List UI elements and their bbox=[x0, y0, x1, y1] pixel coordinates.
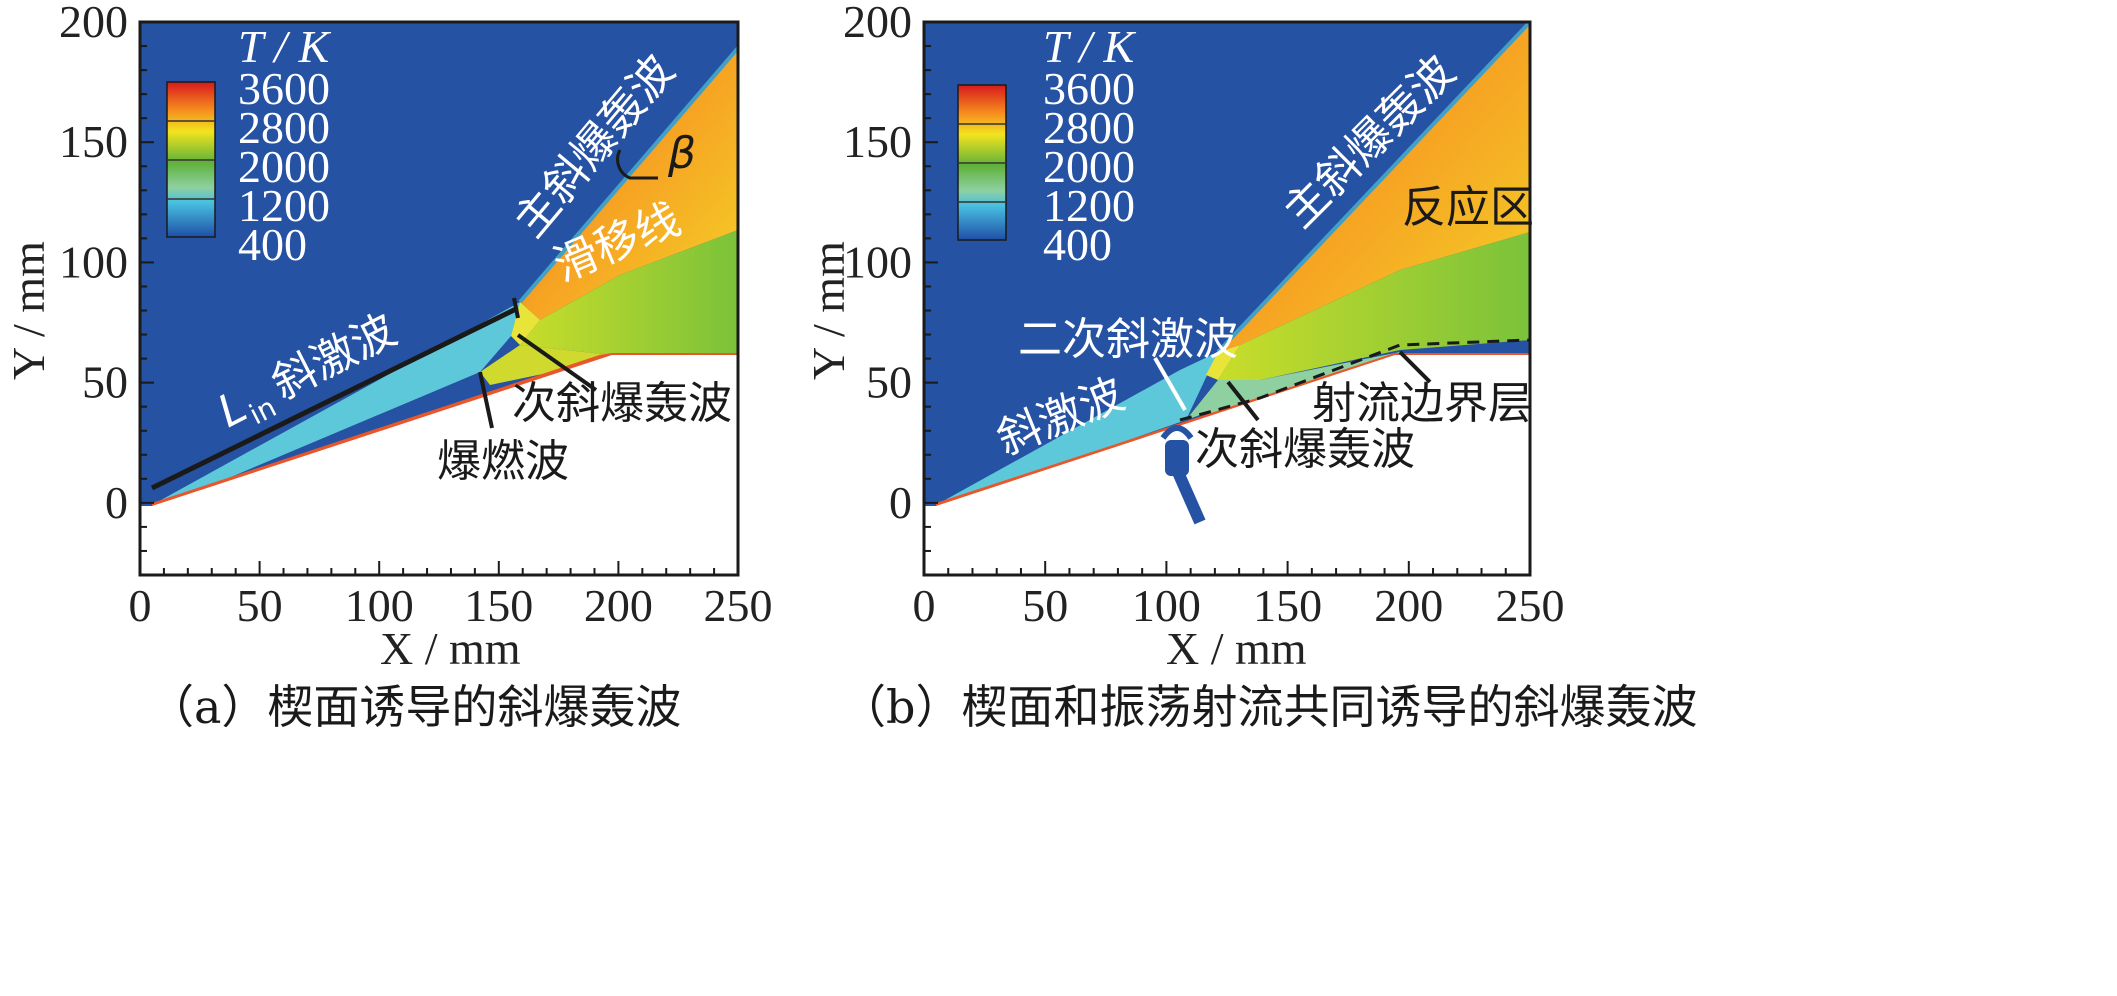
panel-b-wedge-wall bbox=[924, 355, 1530, 575]
panel-b-frame bbox=[922, 20, 1532, 577]
panel-a-secondary-odw-label: 次斜爆轰波 bbox=[512, 378, 732, 429]
panel-b-cb-tick: 2800 bbox=[1043, 102, 1135, 153]
panel-b-jet-device bbox=[1160, 425, 1206, 525]
panel-b-reaction-zone-label: 反应区 bbox=[1402, 182, 1534, 233]
panel-b-cb-title: T / K bbox=[1043, 21, 1137, 72]
panel-a-ylabel: Y / mm bbox=[3, 241, 54, 380]
panel-a-xlabel: X / mm bbox=[380, 623, 521, 674]
panel-b-field bbox=[924, 22, 1530, 575]
panel-b-main-odw-line bbox=[1216, 22, 1530, 354]
x-tick-label: 0 bbox=[129, 580, 152, 631]
panel-a-beta-arc bbox=[616, 149, 658, 180]
panel-a-caption: （a）楔面诱导的斜爆轰波 bbox=[148, 680, 681, 734]
x-tick-label: 100 bbox=[345, 580, 414, 631]
x-tick-label: 50 bbox=[237, 580, 283, 631]
y-tick-label: 100 bbox=[843, 236, 912, 287]
panel-a-green-region bbox=[520, 230, 738, 355]
y-tick-label: 200 bbox=[59, 0, 128, 47]
x-tick-label: 150 bbox=[1253, 580, 1322, 631]
x-tick-label: 100 bbox=[1132, 580, 1201, 631]
panel-a-frame bbox=[138, 20, 740, 577]
y-tick-label: 0 bbox=[105, 477, 128, 528]
panel-a-beta-label: β bbox=[667, 128, 696, 179]
panel-a-cb-tick: 2000 bbox=[238, 141, 330, 192]
panel-b-ylabel: Y / mm bbox=[803, 241, 854, 380]
panel-a-wedge-wall bbox=[140, 355, 738, 575]
y-tick-label: 50 bbox=[82, 357, 128, 408]
panel-a-axes: 0 50 100 150 200 250 0 50 100 150 200 bbox=[59, 0, 773, 631]
panel-b-caption: （b）楔面和振荡射流共同诱导的斜爆轰波 bbox=[840, 680, 1697, 734]
y-tick-label: 0 bbox=[889, 477, 912, 528]
x-tick-label: 150 bbox=[464, 580, 533, 631]
y-tick-label: 150 bbox=[843, 116, 912, 167]
y-tick-label: 100 bbox=[59, 236, 128, 287]
panel-b: T / K 3600 2800 2000 1200 400 主斜爆轰波 反应区 … bbox=[803, 0, 1697, 734]
panel-a-deflagration-label: 爆燃波 bbox=[437, 436, 569, 487]
y-tick-label: 50 bbox=[866, 357, 912, 408]
panel-b-cb-tick: 2000 bbox=[1043, 141, 1135, 192]
panel-b-cb-tick: 1200 bbox=[1043, 180, 1135, 231]
panel-a-cb-title: T / K bbox=[238, 21, 332, 72]
panel-a-main-odw-region bbox=[520, 48, 738, 320]
panel-b-jet-boundary-label: 射流边界层 bbox=[1312, 378, 1532, 429]
panel-b-secondary-shock-label: 二次斜激波 bbox=[1018, 314, 1238, 365]
y-tick-label: 150 bbox=[59, 116, 128, 167]
x-tick-label: 200 bbox=[1374, 580, 1443, 631]
panel-b-cb-tick: 400 bbox=[1043, 219, 1112, 270]
panel-a-cb-tick: 400 bbox=[238, 219, 307, 270]
panel-b-cb-tick: 3600 bbox=[1043, 63, 1135, 114]
panel-a: T / K 3600 2800 2000 1200 400 主斜爆轰波 β 滑移… bbox=[3, 0, 773, 734]
panel-a-cb-tick: 2800 bbox=[238, 102, 330, 153]
panel-b-jet-boundary-line bbox=[1179, 338, 1530, 422]
x-tick-label: 250 bbox=[1496, 580, 1565, 631]
panel-a-main-odw-line bbox=[518, 46, 738, 304]
panel-a-field bbox=[140, 22, 738, 575]
panel-b-oblique-shock-region bbox=[936, 352, 1218, 505]
panel-a-cb-tick: 3600 bbox=[238, 63, 330, 114]
x-tick-label: 0 bbox=[913, 580, 936, 631]
x-tick-label: 200 bbox=[584, 580, 653, 631]
panel-b-xlabel: X / mm bbox=[1166, 623, 1307, 674]
x-tick-label: 50 bbox=[1022, 580, 1068, 631]
panel-a-lin-bar bbox=[150, 306, 518, 491]
x-tick-label: 250 bbox=[704, 580, 773, 631]
panel-b-axes: 0 50 100 150 200 250 0 50 100 150 200 bbox=[843, 0, 1565, 631]
panel-b-secondary-odw-label: 次斜爆轰波 bbox=[1195, 424, 1415, 475]
y-tick-label: 200 bbox=[843, 0, 912, 47]
panel-a-cb-tick: 1200 bbox=[238, 180, 330, 231]
